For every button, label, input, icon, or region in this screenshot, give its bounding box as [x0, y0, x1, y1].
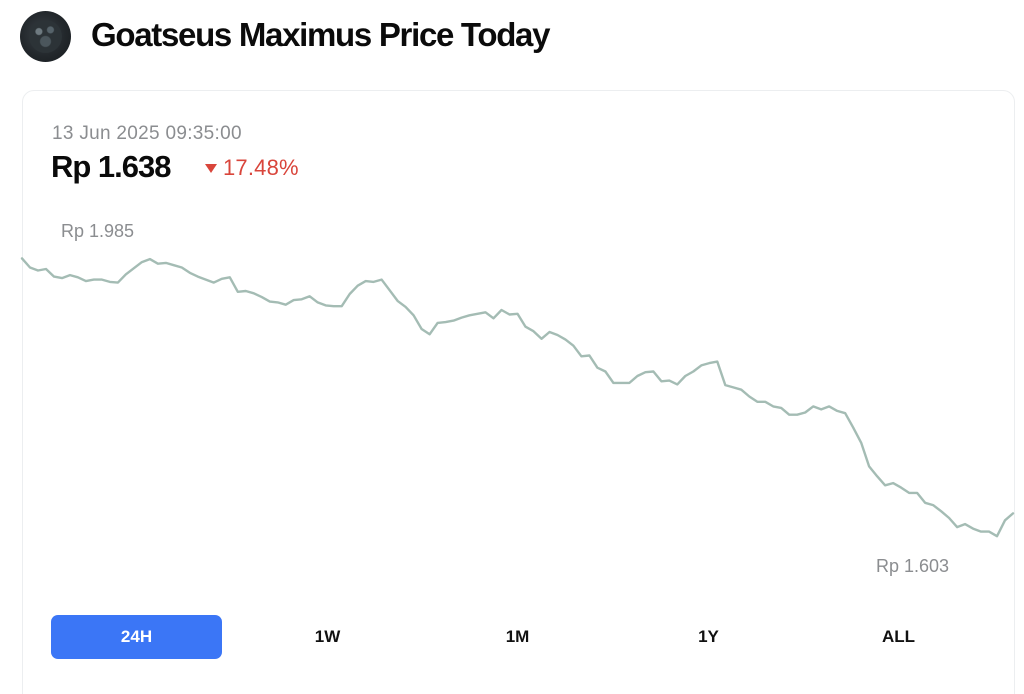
current-price: Rp 1.638 — [51, 149, 172, 184]
chart-min-label: Rp 1.603 — [876, 556, 950, 576]
price-change: 17.48% — [205, 155, 299, 181]
range-button-24h[interactable]: 24H — [51, 615, 222, 659]
goatseus-maximus-logo-icon — [20, 11, 71, 62]
time-range-selector: 24H 1W 1M 1Y ALL — [51, 615, 991, 659]
page-title: Goatseus Maximus Price Today — [91, 16, 550, 53]
triangle-down-icon — [205, 164, 217, 173]
chart-max-label: Rp 1.985 — [61, 221, 135, 241]
range-button-all[interactable]: ALL — [813, 615, 984, 659]
range-button-1y[interactable]: 1Y — [623, 615, 794, 659]
range-button-1w[interactable]: 1W — [242, 615, 413, 659]
price-change-percent: 17.48% — [223, 155, 299, 180]
range-button-1m[interactable]: 1M — [432, 615, 603, 659]
price-timestamp: 13 Jun 2025 09:35:00 — [52, 123, 242, 144]
